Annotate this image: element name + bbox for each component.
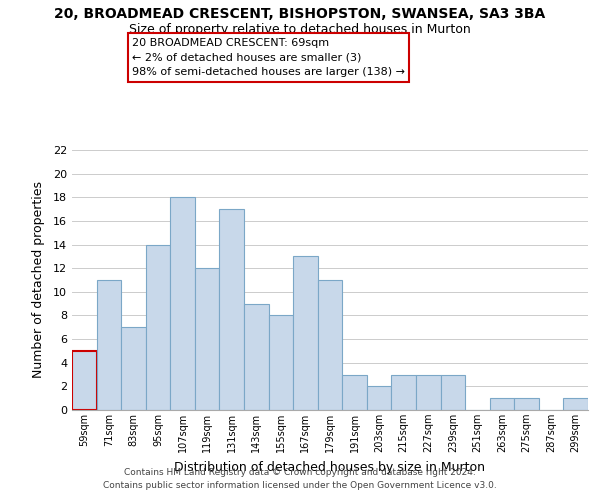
Bar: [244, 304, 269, 410]
Bar: [293, 256, 318, 410]
Bar: [318, 280, 342, 410]
X-axis label: Distribution of detached houses by size in Murton: Distribution of detached houses by size …: [175, 460, 485, 473]
Bar: [563, 398, 588, 410]
Text: 20 BROADMEAD CRESCENT: 69sqm
← 2% of detached houses are smaller (3)
98% of semi: 20 BROADMEAD CRESCENT: 69sqm ← 2% of det…: [132, 38, 405, 77]
Bar: [170, 198, 195, 410]
Text: Contains HM Land Registry data © Crown copyright and database right 2024.: Contains HM Land Registry data © Crown c…: [124, 468, 476, 477]
Bar: [490, 398, 514, 410]
Text: 20, BROADMEAD CRESCENT, BISHOPSTON, SWANSEA, SA3 3BA: 20, BROADMEAD CRESCENT, BISHOPSTON, SWAN…: [55, 8, 545, 22]
Bar: [97, 280, 121, 410]
Bar: [146, 244, 170, 410]
Bar: [514, 398, 539, 410]
Bar: [72, 351, 97, 410]
Bar: [195, 268, 220, 410]
Bar: [269, 316, 293, 410]
Bar: [367, 386, 391, 410]
Text: Contains public sector information licensed under the Open Government Licence v3: Contains public sector information licen…: [103, 482, 497, 490]
Y-axis label: Number of detached properties: Number of detached properties: [32, 182, 44, 378]
Bar: [220, 209, 244, 410]
Text: Size of property relative to detached houses in Murton: Size of property relative to detached ho…: [129, 22, 471, 36]
Bar: [121, 328, 146, 410]
Bar: [440, 374, 465, 410]
Bar: [342, 374, 367, 410]
Bar: [391, 374, 416, 410]
Bar: [416, 374, 440, 410]
